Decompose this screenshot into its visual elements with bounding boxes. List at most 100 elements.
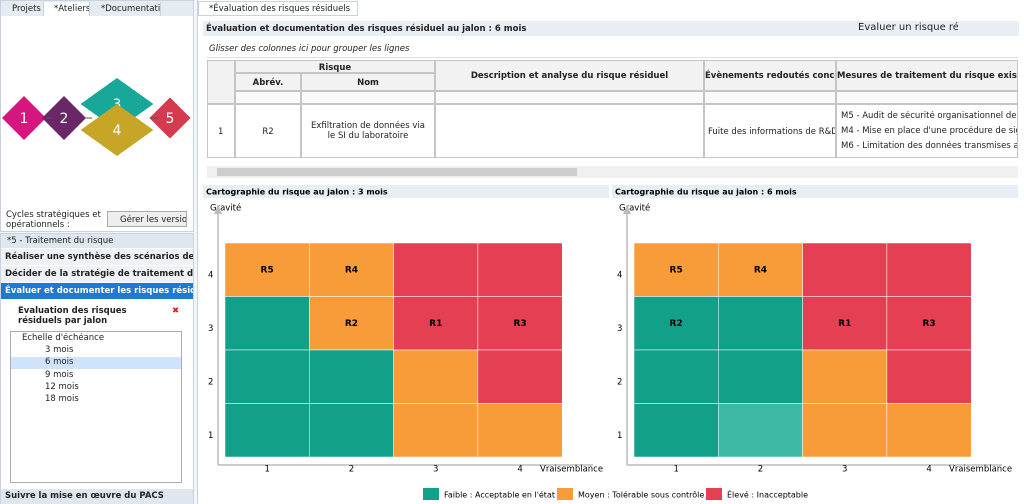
- risk-label: R1: [429, 319, 442, 329]
- button[interactable]: Gérer les versions: [107, 211, 187, 227]
- x-tick-label: 4: [517, 465, 522, 475]
- x-tick-label: 3: [842, 465, 847, 475]
- tab[interactable]: *Ateliers: [44, 2, 90, 16]
- step-number: 1: [20, 111, 29, 127]
- legend-label: Faible : Acceptable en l'état: [444, 490, 555, 500]
- risk-cell: [802, 403, 888, 458]
- risk-cell: [309, 242, 394, 297]
- risk-cell: [633, 296, 719, 351]
- risk-cell: [477, 349, 563, 404]
- risk-cell: [718, 242, 803, 297]
- chart-title: Cartographie du risque au jalon : 6 mois: [615, 188, 797, 197]
- action[interactable]: Évaluer un risque ré...: [858, 22, 958, 33]
- tree: [10, 331, 182, 483]
- risk-label: R5: [670, 265, 683, 275]
- column-header: Mesures de traitement du risque existant…: [836, 60, 1018, 91]
- chart-title: Cartographie du risque au jalon : 3 mois: [206, 188, 388, 197]
- x-tick-label: 2: [758, 465, 763, 475]
- risk-cell: [477, 242, 563, 297]
- step-diamond: [80, 104, 154, 156]
- risk-label: R5: [261, 265, 274, 275]
- row-cell: Exfiltration de données via le SI du lab…: [301, 104, 435, 158]
- risk-label: R2: [345, 319, 358, 329]
- filter-cell: [235, 91, 301, 104]
- risk-cell: [224, 296, 310, 351]
- step-number: 4: [113, 123, 122, 139]
- risk-cell: [886, 403, 972, 458]
- y-tick-label: 4: [617, 271, 622, 281]
- nav-item[interactable]: Réaliser une synthèse des scénarios de r…: [1, 249, 193, 265]
- risk-cell: [718, 296, 803, 351]
- close-icon[interactable]: ✖: [172, 306, 180, 316]
- filter-cell: [435, 91, 704, 104]
- risk-cell: [718, 349, 803, 404]
- step-number: 2: [60, 111, 69, 127]
- risk-cell: [477, 403, 563, 458]
- panel-header: [612, 185, 1018, 198]
- header-bar: Évaluation et documentation des risques …: [203, 21, 1019, 36]
- tab[interactable]: *5 - Traitement du risque: [1, 234, 193, 248]
- nav-item[interactable]: Décider de la stratégie de traitement du…: [1, 266, 193, 282]
- section-title: Évaluation des risques résiduels par jal…: [18, 306, 127, 326]
- step-diamond: [2, 96, 46, 140]
- row-cell: [435, 104, 704, 158]
- row-cell: [836, 104, 1018, 158]
- risk-cell: [224, 403, 310, 458]
- tree-item[interactable]: 6 mois: [11, 357, 181, 370]
- y-tick-label: 3: [617, 324, 622, 334]
- y-axis-label: Gravité: [619, 203, 650, 214]
- x-axis-label: Vraisemblance: [949, 465, 1012, 475]
- tab[interactable]: *Évaluation des risques résiduels: [198, 1, 358, 16]
- step-diamond: [42, 96, 86, 140]
- risk-label: R3: [513, 319, 526, 329]
- y-tick-label: 3: [208, 324, 213, 334]
- risk-cell: [393, 403, 479, 458]
- row-cell: R2: [235, 104, 301, 158]
- tab[interactable]: *Documentatio: [91, 2, 161, 16]
- tree-item[interactable]: 18 mois: [45, 394, 79, 405]
- arrow: [214, 205, 222, 214]
- risk-label: R1: [838, 319, 851, 329]
- tree-item[interactable]: 12 mois: [45, 381, 79, 392]
- risk-label: R4: [754, 265, 767, 275]
- risk-cell: [886, 349, 972, 404]
- row-cell: Fuite des informations de R&D de...: [704, 104, 836, 158]
- footer-item[interactable]: Suivre la mise en œuvre du PACS: [1, 489, 193, 504]
- y-axis-label: Gravité: [210, 203, 241, 214]
- step-number: 5: [166, 111, 175, 127]
- y-tick-label: 1: [617, 431, 622, 441]
- measure: M4 - Mise en place d'une procédure de si…: [841, 126, 1017, 136]
- header-cell: [207, 60, 235, 104]
- y-tick-label: 4: [208, 271, 213, 281]
- caption: Cycles stratégiques et opérationnels :: [6, 210, 101, 230]
- risk-cell: [393, 242, 479, 297]
- y-tick-label: 2: [208, 378, 213, 388]
- x-axis-label: Vraisemblance: [540, 465, 603, 475]
- risk-label: R3: [922, 319, 935, 329]
- legend-label: Moyen : Tolérable sous contrôle: [578, 490, 704, 500]
- measure: M5 - Audit de sécurité organisationnel d…: [841, 111, 1017, 121]
- risk-label: R4: [345, 265, 358, 275]
- risk-cell: [309, 403, 394, 458]
- filter-cell: [836, 91, 1018, 104]
- tree-item[interactable]: 3 mois: [45, 345, 74, 355]
- step-diamond: [146, 94, 194, 142]
- filter-cell: [704, 91, 836, 104]
- risk-cell: [718, 403, 803, 458]
- legend-swatch: [423, 488, 439, 500]
- filter-cell: [301, 91, 435, 104]
- panel-header: [203, 185, 609, 198]
- scroll-thumb[interactable]: [217, 168, 577, 176]
- tab[interactable]: Projets: [2, 2, 44, 16]
- nav-item[interactable]: Évaluer et documenter les risques résidu…: [1, 283, 193, 299]
- legend-label: Élevé : Inacceptable: [727, 489, 808, 500]
- x-tick-label: 1: [264, 465, 269, 475]
- tree-item[interactable]: 9 mois: [45, 369, 74, 380]
- x-tick-label: 3: [433, 465, 438, 475]
- risk-label: R2: [670, 319, 683, 329]
- risk-cell: [309, 349, 394, 404]
- tree-root[interactable]: Échelle d'échéance: [22, 333, 105, 343]
- x-tick-label: 4: [926, 465, 931, 475]
- x-tick-label: 1: [673, 465, 678, 475]
